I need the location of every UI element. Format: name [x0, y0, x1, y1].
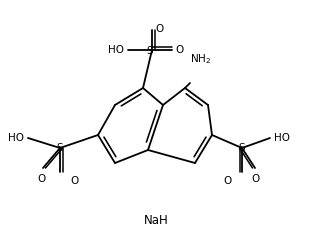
Text: O: O [175, 45, 183, 55]
Text: O: O [70, 176, 78, 186]
Text: HO: HO [108, 45, 124, 55]
Text: S: S [239, 143, 245, 153]
Text: S: S [147, 46, 153, 56]
Text: O: O [224, 176, 232, 186]
Text: O: O [155, 24, 163, 34]
Text: HO: HO [274, 133, 290, 143]
Text: NH$_2$: NH$_2$ [190, 52, 211, 66]
Text: HO: HO [8, 133, 24, 143]
Text: S: S [57, 143, 63, 153]
Text: O: O [38, 174, 46, 184]
Text: O: O [252, 174, 260, 184]
Text: NaH: NaH [144, 214, 168, 226]
